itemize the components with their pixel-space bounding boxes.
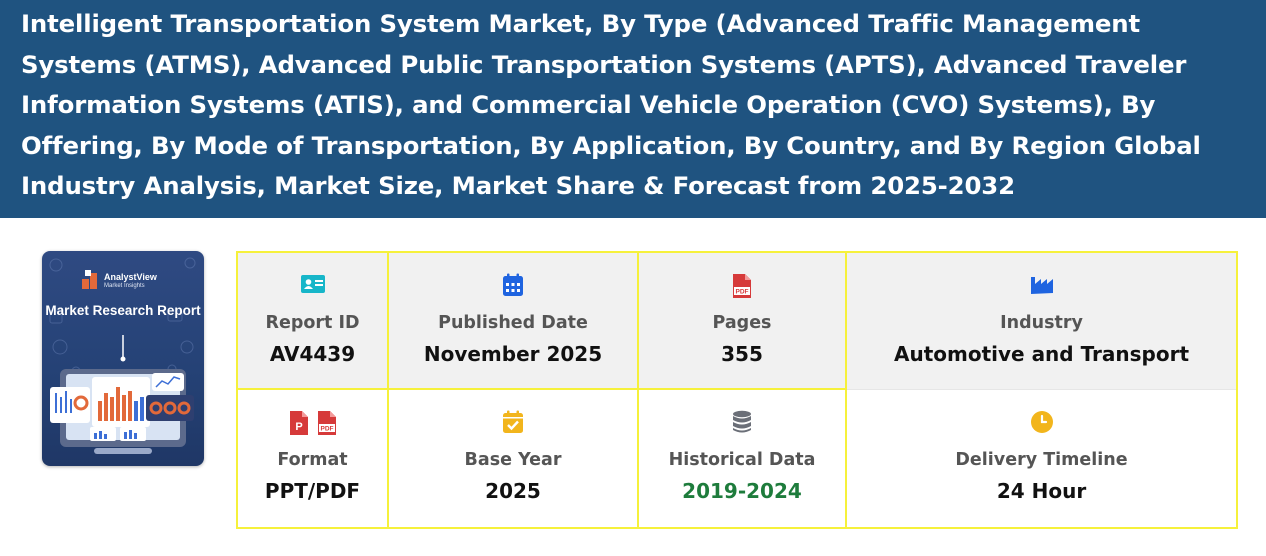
industry-value: Automotive and Transport: [893, 342, 1190, 366]
clock-icon: [1030, 410, 1054, 434]
pdf-file-icon: PDF: [731, 273, 753, 298]
base-year-label: Base Year: [464, 450, 562, 470]
title-banner: Intelligent Transportation System Market…: [0, 0, 1266, 218]
page-title: Intelligent Transportation System Market…: [21, 9, 1201, 200]
published-date-cell: Published Date November 2025: [389, 253, 639, 390]
report-cover-image: AnalystView Market Insights Market Resea…: [42, 251, 204, 466]
delivery-timeline-value: 24 Hour: [996, 479, 1087, 503]
report-id-label: Report ID: [265, 313, 360, 333]
id-card-icon: [300, 273, 326, 297]
pages-label: Pages: [712, 313, 772, 333]
cover-brand-name: AnalystView: [104, 272, 157, 282]
format-label: Format: [277, 450, 348, 470]
factory-icon: [1030, 273, 1054, 297]
published-date-value: November 2025: [423, 342, 603, 366]
industry-label: Industry: [1000, 313, 1083, 333]
report-details-table: Report ID AV4439 Published Date November…: [236, 251, 1238, 529]
pdf-file-icon: PDF: [317, 411, 336, 435]
calendar-icon: [502, 273, 524, 297]
database-icon: [731, 410, 753, 434]
base-year-cell: Base Year 2025: [389, 390, 639, 527]
report-id-cell: Report ID AV4439: [238, 253, 389, 390]
format-cell: P PDF Format PPT/PDF: [238, 390, 389, 527]
historical-data-label: Historical Data: [668, 450, 816, 470]
historical-data-value: 2019-2024: [682, 479, 802, 503]
pages-cell: PDF Pages 355: [639, 253, 847, 390]
delivery-timeline-label: Delivery Timeline: [955, 450, 1128, 470]
industry-cell: Industry Automotive and Transport: [847, 253, 1236, 390]
calendar-check-icon: [502, 410, 524, 434]
cover-report-title: Market Research Report: [45, 303, 201, 318]
svg-text:P: P: [295, 421, 302, 433]
report-id-value: AV4439: [269, 342, 356, 366]
cover-brand-tagline: Market Insights: [104, 283, 145, 289]
svg-text:PDF: PDF: [320, 426, 333, 433]
svg-text:PDF: PDF: [736, 289, 749, 296]
base-year-value: 2025: [485, 479, 541, 503]
ppt-file-icon: P: [289, 411, 308, 435]
published-date-label: Published Date: [438, 313, 588, 333]
cover-illustration: [49, 257, 196, 454]
historical-data-cell: Historical Data 2019-2024: [639, 390, 847, 527]
pages-value: 355: [721, 342, 763, 366]
ppt-pdf-icons: P PDF: [288, 410, 338, 435]
format-value: PPT/PDF: [264, 479, 361, 503]
delivery-timeline-cell: Delivery Timeline 24 Hour: [847, 390, 1236, 527]
